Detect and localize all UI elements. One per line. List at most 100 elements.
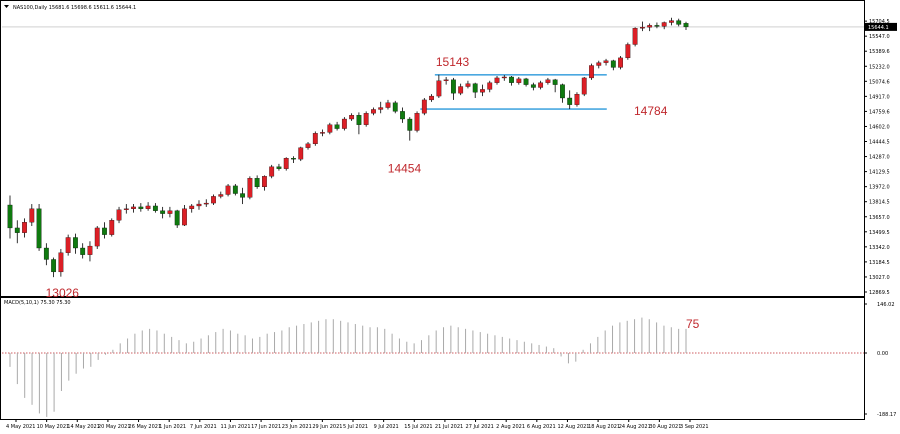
candle-body [669, 20, 674, 23]
price-tick-label: 13342.0 [869, 245, 890, 251]
candle-body [160, 210, 166, 214]
candle-body [603, 60, 609, 63]
candle-body [58, 252, 64, 273]
candle-body [392, 102, 398, 112]
candle-body [189, 205, 195, 209]
date-tick-label: 5 Jul 2021 [343, 424, 368, 430]
candle-body [174, 210, 180, 226]
candle-body [472, 83, 478, 93]
candle-body [349, 115, 355, 120]
date-tick-label: 10 May 2021 [37, 424, 70, 430]
date-tick-label: 23 Jun 2021 [282, 424, 312, 430]
candle-body [320, 132, 325, 134]
candle-body [102, 227, 107, 235]
macd-frame [0, 297, 865, 420]
candle-body [269, 166, 275, 177]
candle-body [371, 109, 376, 114]
current-price-label: 15644.1 [868, 25, 889, 31]
candle-body [436, 80, 442, 97]
date-tick-label: 1 Jun 2021 [159, 424, 186, 430]
date-tick-label: 24 Aug 2021 [619, 424, 651, 430]
candle-body [65, 237, 71, 253]
date-tick-label: 15 Jul 2021 [404, 424, 432, 430]
price-tick-label: 15232.0 [869, 64, 890, 70]
candle-body [7, 204, 13, 229]
candle-body [400, 111, 405, 120]
current-price-tag [865, 22, 897, 31]
date-tick-label: 21 Jul 2021 [435, 424, 463, 430]
annotation-14454: 14454 [388, 162, 422, 176]
candle-body [291, 158, 296, 160]
candle-body [647, 25, 653, 28]
annotation-15143: 15143 [436, 55, 470, 69]
date-tick-label: 27 Jul 2021 [466, 424, 494, 430]
candle-body [610, 60, 616, 68]
candle-body [494, 77, 500, 83]
candle-body [73, 237, 78, 249]
candle-body [196, 203, 202, 207]
price-tick-label: 13657.0 [869, 215, 890, 221]
candle-body [247, 178, 253, 198]
symbol-info: NAS100,Daily 15681.6 15698.6 15611.6 156… [13, 5, 136, 11]
candle-body [51, 259, 57, 273]
date-tick-label: 2 Aug 2021 [496, 424, 525, 430]
candle-body [80, 247, 86, 255]
candle-body [443, 79, 449, 81]
candle-body [211, 196, 216, 204]
macd-axis: 146.02 0.00 -188.17 [2, 302, 896, 418]
candle-body [465, 83, 471, 87]
candle-body [145, 205, 151, 209]
candle-body [523, 78, 529, 85]
date-tick-label: 20 May 2021 [98, 424, 131, 430]
price-tick-label: 14917.0 [869, 94, 890, 100]
candle-body [581, 77, 587, 95]
candle-body [618, 57, 623, 68]
candle-body [22, 222, 27, 233]
candle-body [487, 82, 493, 90]
candle-body [538, 82, 544, 88]
candle-body [501, 76, 507, 79]
collapse-triangle-icon[interactable] [4, 5, 9, 8]
candle-body [152, 205, 158, 211]
candle-body [567, 97, 573, 105]
date-tick-label: 17 Jun 2021 [251, 424, 281, 430]
price-tick-label: 14602.0 [869, 124, 890, 130]
candle-body [516, 78, 522, 83]
candle-body [421, 99, 427, 114]
macd-tick-label: -188.17 [877, 412, 896, 418]
date-tick-label: 7 Jun 2021 [190, 424, 217, 430]
price-tick-label: 13972.0 [869, 185, 890, 191]
macd-annotation: 75 [686, 317, 700, 331]
price-tick-label: 14759.6 [869, 109, 890, 115]
candle-body [458, 86, 464, 94]
macd-histogram: 75 [9, 317, 700, 417]
candle-body [138, 206, 144, 209]
main-frame [0, 0, 865, 297]
candle-body [254, 178, 260, 188]
candle-body [334, 124, 340, 129]
macd-tick-label: 146.02 [877, 302, 895, 308]
candle-body [131, 206, 136, 209]
candle-body [560, 84, 565, 99]
candle-body [509, 76, 514, 83]
candle-body [305, 143, 311, 148]
candle-body [182, 208, 187, 226]
candle-body [661, 22, 667, 27]
date-tick-label: 12 Aug 2021 [557, 424, 589, 430]
candle-body [545, 79, 551, 83]
candle-body [167, 210, 173, 214]
candle-body [327, 124, 333, 133]
price-tick-label: 14444.5 [869, 140, 890, 146]
price-tick-label: 13184.5 [869, 260, 890, 266]
candle-body [356, 115, 362, 125]
candle-body [552, 79, 558, 85]
candle-body [596, 62, 602, 66]
candle-body [218, 194, 224, 197]
price-tick-label: 15704.5 [869, 19, 890, 25]
price-tick-label: 12869.5 [869, 290, 890, 296]
price-tick-label: 15074.6 [869, 79, 890, 85]
candle-body [414, 113, 420, 131]
price-axis: 15704.5 15547.0 15389.6 15232.0 15074.6 14917… [2, 19, 897, 296]
